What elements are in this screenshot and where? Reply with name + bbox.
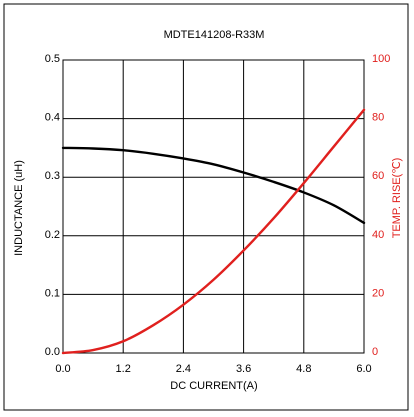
series bbox=[61, 108, 366, 355]
plot-area bbox=[62, 59, 365, 354]
y-right-tick-label: 20 bbox=[372, 287, 384, 299]
y-right-tick-label: 100 bbox=[372, 53, 390, 65]
y-right-tick-label: 80 bbox=[372, 112, 384, 124]
x-tick-label: 1.2 bbox=[116, 363, 131, 375]
inductance-line bbox=[61, 146, 366, 225]
y-left-axis-label: INDUCTANCE (uH) bbox=[13, 160, 25, 256]
x-tick-labels: 0.0 1.2 2.4 3.6 4.8 6.0 bbox=[55, 363, 371, 375]
outer-border bbox=[3, 3, 409, 411]
y-right-axis-label: TEMP. RISE(℃) bbox=[391, 158, 403, 239]
x-axis-label: DC CURRENT(A) bbox=[170, 380, 257, 392]
grid bbox=[63, 60, 364, 353]
y-right-tick-label: 40 bbox=[372, 229, 384, 241]
y-right-tick-label: 0 bbox=[372, 346, 378, 358]
temp-rise-line bbox=[61, 108, 366, 355]
y-right-tick-labels: 0 20 40 60 80 100 bbox=[372, 53, 390, 358]
y-left-tick-labels: 0.0 0.1 0.2 0.3 0.4 0.5 bbox=[45, 53, 60, 358]
x-tick-label: 0.0 bbox=[55, 363, 70, 375]
y-left-tick-label: 0.5 bbox=[45, 53, 60, 65]
chart-title: MDTE141208-R33M bbox=[164, 29, 265, 41]
y-right-tick-label: 60 bbox=[372, 170, 384, 182]
y-left-tick-label: 0.1 bbox=[45, 287, 60, 299]
y-left-tick-label: 0.2 bbox=[45, 229, 60, 241]
y-left-tick-label: 0.4 bbox=[45, 112, 60, 124]
x-tick-label: 6.0 bbox=[356, 363, 371, 375]
y-left-tick-label: 0.0 bbox=[45, 346, 60, 358]
x-tick-label: 3.6 bbox=[236, 363, 251, 375]
x-tick-label: 2.4 bbox=[176, 363, 191, 375]
y-left-tick-label: 0.3 bbox=[45, 170, 60, 182]
x-tick-label: 4.8 bbox=[296, 363, 311, 375]
